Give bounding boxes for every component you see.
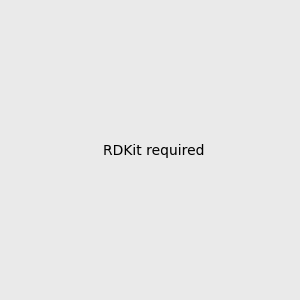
Text: RDKit required: RDKit required	[103, 145, 205, 158]
